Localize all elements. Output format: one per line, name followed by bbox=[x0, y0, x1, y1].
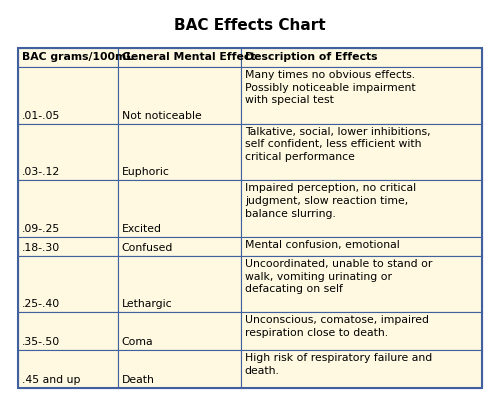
Text: .35-.50: .35-.50 bbox=[22, 337, 60, 347]
Bar bbox=[18, 180, 118, 237]
Text: Uncoordinated, unable to stand or
walk, vomiting urinating or
defacating on self: Uncoordinated, unable to stand or walk, … bbox=[244, 259, 432, 294]
Bar bbox=[18, 48, 482, 388]
Bar bbox=[118, 256, 240, 312]
Bar bbox=[118, 67, 240, 124]
Bar bbox=[240, 180, 482, 237]
Bar bbox=[118, 180, 240, 237]
Text: High risk of respiratory failure and
death.: High risk of respiratory failure and dea… bbox=[244, 353, 432, 376]
Text: Confused: Confused bbox=[122, 243, 173, 253]
Bar bbox=[118, 312, 240, 350]
Bar bbox=[118, 124, 240, 180]
Text: .18-.30: .18-.30 bbox=[22, 243, 60, 253]
Bar bbox=[240, 256, 482, 312]
Text: Impaired perception, no critical
judgment, slow reaction time,
balance slurring.: Impaired perception, no critical judgmen… bbox=[244, 183, 416, 219]
Bar bbox=[240, 48, 482, 67]
Bar bbox=[240, 67, 482, 124]
Bar bbox=[118, 237, 240, 256]
Text: Excited: Excited bbox=[122, 224, 162, 234]
Text: .25-.40: .25-.40 bbox=[22, 300, 60, 310]
Bar bbox=[118, 350, 240, 388]
Text: General Mental Effect: General Mental Effect bbox=[122, 52, 256, 62]
Bar bbox=[18, 48, 118, 67]
Text: Lethargic: Lethargic bbox=[122, 300, 172, 310]
Bar bbox=[18, 124, 118, 180]
Bar bbox=[240, 312, 482, 350]
Bar bbox=[240, 350, 482, 388]
Bar bbox=[18, 256, 118, 312]
Text: .45 and up: .45 and up bbox=[22, 375, 80, 385]
Bar bbox=[240, 237, 482, 256]
Text: BAC Effects Chart: BAC Effects Chart bbox=[174, 18, 326, 33]
Text: Not noticeable: Not noticeable bbox=[122, 110, 202, 120]
Text: Unconscious, comatose, impaired
respiration close to death.: Unconscious, comatose, impaired respirat… bbox=[244, 316, 428, 338]
Bar bbox=[118, 48, 240, 67]
Text: Coma: Coma bbox=[122, 337, 154, 347]
Text: .03-.12: .03-.12 bbox=[22, 167, 60, 177]
Text: Talkative, social, lower inhibitions,
self confident, less efficient with
critic: Talkative, social, lower inhibitions, se… bbox=[244, 126, 430, 162]
Text: Death: Death bbox=[122, 375, 154, 385]
Bar bbox=[18, 350, 118, 388]
Bar bbox=[240, 124, 482, 180]
Bar bbox=[18, 237, 118, 256]
Text: Euphoric: Euphoric bbox=[122, 167, 170, 177]
Text: Mental confusion, emotional: Mental confusion, emotional bbox=[244, 240, 400, 250]
Bar bbox=[18, 67, 118, 124]
Bar bbox=[18, 312, 118, 350]
Text: Description of Effects: Description of Effects bbox=[244, 52, 377, 62]
Text: Many times no obvious effects.
Possibly noticeable impairment
with special test: Many times no obvious effects. Possibly … bbox=[244, 70, 416, 106]
Text: BAC grams/100mL: BAC grams/100mL bbox=[22, 52, 133, 62]
Text: .09-.25: .09-.25 bbox=[22, 224, 60, 234]
Text: .01-.05: .01-.05 bbox=[22, 110, 60, 120]
